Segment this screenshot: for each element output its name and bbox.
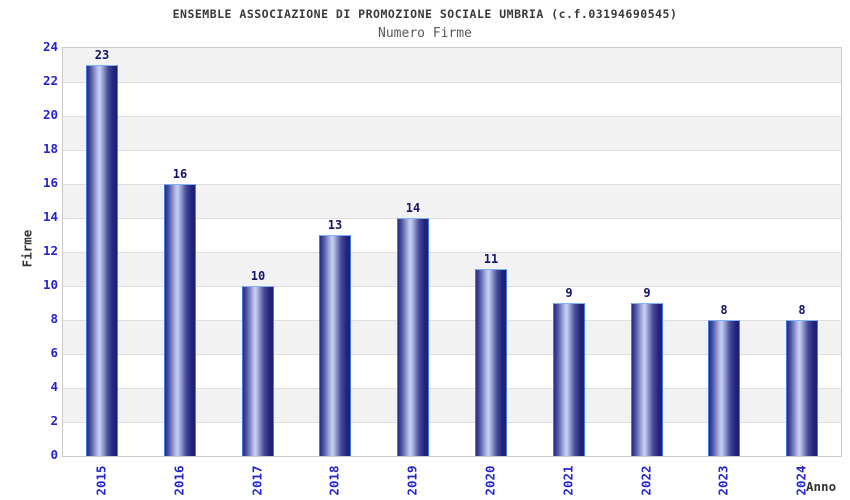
- x-axis-title: Anno: [806, 479, 837, 494]
- y-axis-tick-label: 24: [42, 39, 58, 54]
- y-axis-tick-label: 10: [42, 277, 58, 292]
- bar: [397, 218, 429, 456]
- bar: [319, 235, 351, 456]
- bar-value-label: 11: [483, 252, 499, 266]
- bar: [786, 320, 818, 456]
- x-axis-tick-label: 2021: [560, 465, 576, 496]
- x-axis-tick-label: 2019: [404, 465, 420, 496]
- x-axis-tick-label: 2016: [171, 465, 187, 496]
- chart-subtitle: Numero Firme: [378, 26, 472, 41]
- bar-value-label: 8: [720, 303, 728, 317]
- x-axis-tick-label: 2015: [93, 465, 109, 496]
- y-axis-tick-label: 14: [42, 209, 58, 224]
- x-axis-tick-label: 2020: [482, 465, 498, 496]
- y-axis-tick-label: 0: [50, 447, 58, 462]
- plot-band: [63, 116, 841, 150]
- bar: [708, 320, 740, 456]
- y-axis-tick-label: 2: [50, 413, 58, 428]
- plot-band: [63, 82, 841, 116]
- bar-value-label: 9: [643, 286, 651, 300]
- bar: [475, 269, 507, 456]
- y-axis-tick-label: 20: [42, 107, 58, 122]
- bar-value-label: 14: [405, 201, 421, 215]
- bar: [86, 65, 118, 456]
- y-axis-tick-label: 12: [42, 243, 58, 258]
- plot-band: [63, 48, 841, 82]
- x-axis-tick-label: 2022: [638, 465, 654, 496]
- x-axis-tick-label: 2023: [715, 465, 731, 496]
- y-axis-tick-label: 4: [50, 379, 58, 394]
- bar-value-label: 23: [94, 48, 110, 62]
- bar-value-label: 9: [565, 286, 573, 300]
- bar: [164, 184, 196, 456]
- y-axis-tick-label: 18: [42, 141, 58, 156]
- y-axis-tick-label: 6: [50, 345, 58, 360]
- y-axis-tick-label: 8: [50, 311, 58, 326]
- bar-value-label: 16: [172, 167, 188, 181]
- bar-value-label: 10: [250, 269, 266, 283]
- chart-title: ENSEMBLE ASSOCIAZIONE DI PROMOZIONE SOCI…: [172, 7, 678, 21]
- bar-value-label: 13: [327, 218, 343, 232]
- x-axis-tick-label: 2017: [249, 465, 265, 496]
- plot-area: 23 16 10 13 14 11 9 9 8 8: [62, 47, 842, 457]
- y-axis-tick-label: 16: [42, 175, 58, 190]
- y-axis-tick-label: 22: [42, 73, 58, 88]
- bar: [631, 303, 663, 456]
- bar-value-label: 8: [798, 303, 806, 317]
- x-axis-tick-label: 2018: [326, 465, 342, 496]
- plot-band: [63, 150, 841, 184]
- bar: [242, 286, 274, 456]
- bar: [553, 303, 585, 456]
